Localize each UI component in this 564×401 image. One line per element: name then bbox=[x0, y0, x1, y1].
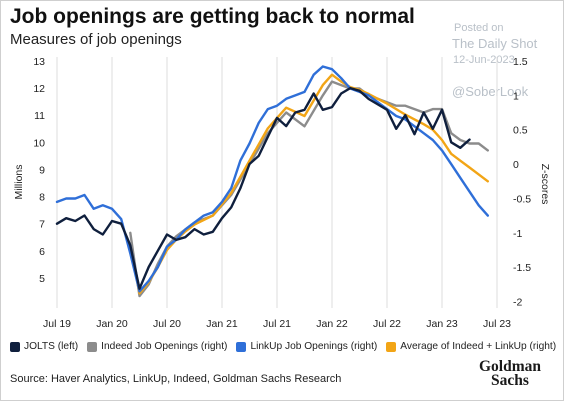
chart-title: Job openings are getting back to normal bbox=[10, 5, 415, 28]
y-axis-label: Millions bbox=[13, 164, 25, 199]
legend-swatch bbox=[386, 341, 397, 352]
goldman-sachs-logo: Goldman Sachs bbox=[479, 358, 542, 389]
series-line bbox=[129, 80, 489, 298]
legend: JOLTS (left) Indeed Job Openings (right) L… bbox=[10, 341, 556, 352]
x-tick-label: Jan 21 bbox=[206, 318, 238, 330]
legend-label: Indeed Job Openings (right) bbox=[101, 341, 228, 352]
y-tick-label: 11 bbox=[34, 110, 45, 122]
y-tick-label: 10 bbox=[33, 137, 45, 149]
logo-line-1: Goldman bbox=[479, 358, 542, 375]
legend-swatch bbox=[10, 341, 20, 352]
series-lines bbox=[55, 65, 489, 298]
x-tick-label: Jul 22 bbox=[373, 318, 401, 330]
watermark-date: 12-Jun-2023 bbox=[453, 54, 515, 66]
chart-subtitle: Measures of job openings bbox=[10, 31, 182, 48]
x-tick-label: Jul 19 bbox=[43, 318, 71, 330]
y2-tick-label: -1 bbox=[513, 228, 522, 240]
series-line bbox=[55, 65, 489, 293]
y2-axis-label: Z-scores bbox=[539, 164, 551, 205]
line-chart: Jul 19 Jan 20 Jul 20 Jan 21 Jul 21 Jan 22 Jul … bbox=[13, 56, 551, 330]
x-tick-label: Jul 23 bbox=[483, 318, 511, 330]
watermark-handle: @SoberLook bbox=[452, 84, 529, 99]
y2-tick-label: -2 bbox=[513, 297, 522, 309]
logo-line-2: Sachs bbox=[491, 372, 529, 389]
y2-tick-label: -0.5 bbox=[513, 193, 531, 205]
x-tick-label: Jan 20 bbox=[96, 318, 128, 330]
y-tick-label: 5 bbox=[39, 273, 45, 285]
y-tick-label: 12 bbox=[33, 83, 45, 95]
y-tick-label: 13 bbox=[33, 56, 45, 68]
legend-item: Average of Indeed + LinkUp (right) bbox=[386, 341, 556, 352]
y-tick-label: 6 bbox=[39, 246, 45, 258]
legend-item: Indeed Job Openings (right) bbox=[87, 341, 227, 352]
y2-tick-label: 0.5 bbox=[513, 125, 528, 137]
x-tick-label: Jan 23 bbox=[426, 318, 458, 330]
tick-labels: Jul 19 Jan 20 Jul 20 Jan 21 Jul 21 Jan 22 Jul … bbox=[33, 56, 531, 330]
legend-label: JOLTS (left) bbox=[24, 341, 79, 352]
legend-swatch bbox=[87, 341, 98, 352]
series-line bbox=[55, 86, 471, 290]
y2-tick-label: -1.5 bbox=[513, 262, 531, 274]
y-tick-label: 8 bbox=[39, 192, 45, 204]
y2-tick-label: 1 bbox=[513, 90, 519, 102]
legend-item: JOLTS (left) bbox=[10, 341, 78, 352]
watermark-posted: Posted on bbox=[454, 22, 504, 34]
grid-lines bbox=[56, 57, 498, 308]
legend-item: LinkUp Job Openings (right) bbox=[236, 341, 377, 352]
x-tick-label: Jul 21 bbox=[263, 318, 291, 330]
x-tick-label: Jul 20 bbox=[153, 318, 181, 330]
y2-tick-label: 0 bbox=[513, 159, 519, 171]
source-note: Source: Haver Analytics, LinkUp, Indeed,… bbox=[10, 373, 342, 385]
y-tick-label: 7 bbox=[39, 219, 45, 231]
y-tick-label: 9 bbox=[39, 164, 45, 176]
watermark-site: The Daily Shot bbox=[452, 36, 538, 51]
legend-swatch bbox=[236, 341, 247, 352]
y2-tick-label: 1.5 bbox=[513, 56, 528, 68]
legend-label: Average of Indeed + LinkUp (right) bbox=[400, 341, 557, 352]
legend-label: LinkUp Job Openings (right) bbox=[250, 341, 378, 352]
series-line bbox=[129, 73, 489, 295]
x-tick-label: Jan 22 bbox=[316, 318, 348, 330]
